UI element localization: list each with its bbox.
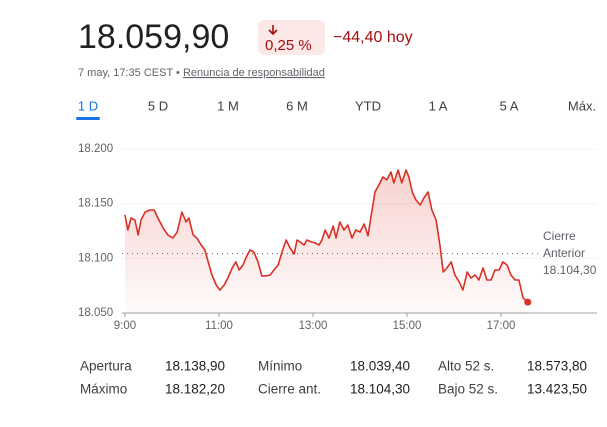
down-arrow xyxy=(268,25,278,36)
timestamp: 7 may, 17:35 CEST • Renuncia de responsa… xyxy=(78,67,325,79)
range-tab[interactable]: 1 M xyxy=(217,98,239,113)
y-tick-label: 18.050 xyxy=(78,307,113,319)
range-tab[interactable]: 1 D xyxy=(78,98,98,113)
stat-label: Mínimo xyxy=(258,359,302,374)
stat-value: 18.138,90 xyxy=(165,359,225,374)
area-fill xyxy=(125,170,528,313)
disclaimer-link[interactable]: Renuncia de responsabilidad xyxy=(183,67,325,79)
y-tick-label: 18.150 xyxy=(78,198,113,210)
reference-value-label: 18.104,30 xyxy=(543,263,597,277)
active-tab-underline xyxy=(76,117,100,120)
range-tab[interactable]: 6 M xyxy=(286,98,308,113)
price-line xyxy=(124,169,529,303)
x-tick-label: 11:00 xyxy=(205,320,233,332)
stat-value: 18.039,40 xyxy=(350,359,410,374)
y-tick-label: 18.200 xyxy=(78,143,113,155)
stat-label: Máximo xyxy=(80,382,127,397)
range-tab[interactable]: YTD xyxy=(355,98,381,113)
range-tabs: 1 D 5 D 1 M 6 M YTD 1 A 5 A Máx. xyxy=(76,98,596,120)
stat-value: 13.423,50 xyxy=(527,382,587,397)
price: 18.059,90 xyxy=(78,18,229,56)
reference-label: Cierre xyxy=(543,229,576,243)
stat-label: Bajo 52 s. xyxy=(438,382,498,397)
x-tick-label: 9:00 xyxy=(114,320,136,332)
y-tick-label: 18.100 xyxy=(78,252,113,264)
stat-value: 18.104,30 xyxy=(350,382,410,397)
stat-label: Apertura xyxy=(80,359,132,374)
stat-value: 18.182,20 xyxy=(165,382,225,397)
x-tick-label: 17:00 xyxy=(487,320,516,332)
range-tab[interactable]: 5 A xyxy=(500,98,519,113)
x-tick-label: 13:00 xyxy=(299,320,328,332)
separator: • xyxy=(176,67,180,79)
chart: 18.050 18.100 18.150 18.200 9:00 11:00 13:00 15… xyxy=(78,143,597,332)
change-percent: 0,25 % xyxy=(265,37,312,54)
change-badge xyxy=(258,20,325,55)
range-tab[interactable]: 5 D xyxy=(148,98,168,113)
stats-table: Apertura 18.138,90 Mínimo 18.039,40 Alto 52 … xyxy=(80,359,587,397)
x-tick-label: 15:00 xyxy=(393,320,422,332)
last-point xyxy=(524,298,532,306)
stat-value: 18.573,80 xyxy=(527,359,587,374)
range-tab[interactable]: Máx. xyxy=(568,98,596,113)
reference-label: Anterior xyxy=(543,246,585,260)
stat-label: Cierre ant. xyxy=(258,382,321,397)
change: −44,40 hoy xyxy=(333,29,413,46)
stat-label: Alto 52 s. xyxy=(438,359,494,374)
range-tab[interactable]: 1 A xyxy=(429,98,448,113)
timestamp-text: 7 may, 17:35 CEST xyxy=(78,67,173,79)
